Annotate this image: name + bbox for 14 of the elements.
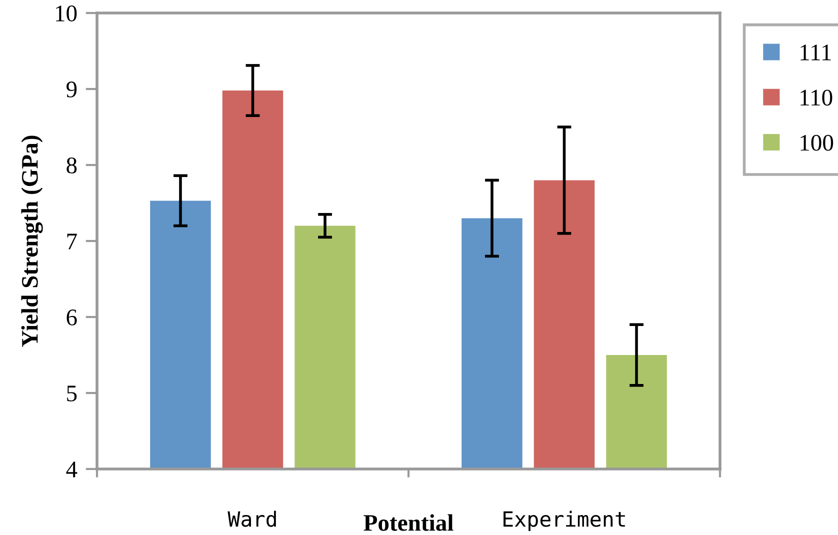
x-axis-title: Potential [364,514,454,531]
y-tick-label: 5 [67,386,77,402]
x-tick-label: Experiment [504,510,625,531]
legend-label: 110 [800,90,832,106]
y-tick-label: 10 [56,5,77,22]
y-tick-label: 4 [66,462,78,478]
y-tick-label: 6 [66,310,77,326]
legend-label: 111 [800,44,831,60]
y-tick-label: 9 [66,82,77,98]
y-axis-title: Yield Strength (GPa) [21,136,43,347]
y-tick-label: 8 [66,157,77,174]
x-tick-label: Ward [228,510,276,527]
y-tick-label: 7 [67,234,77,250]
legend-label: 100 [800,134,834,151]
